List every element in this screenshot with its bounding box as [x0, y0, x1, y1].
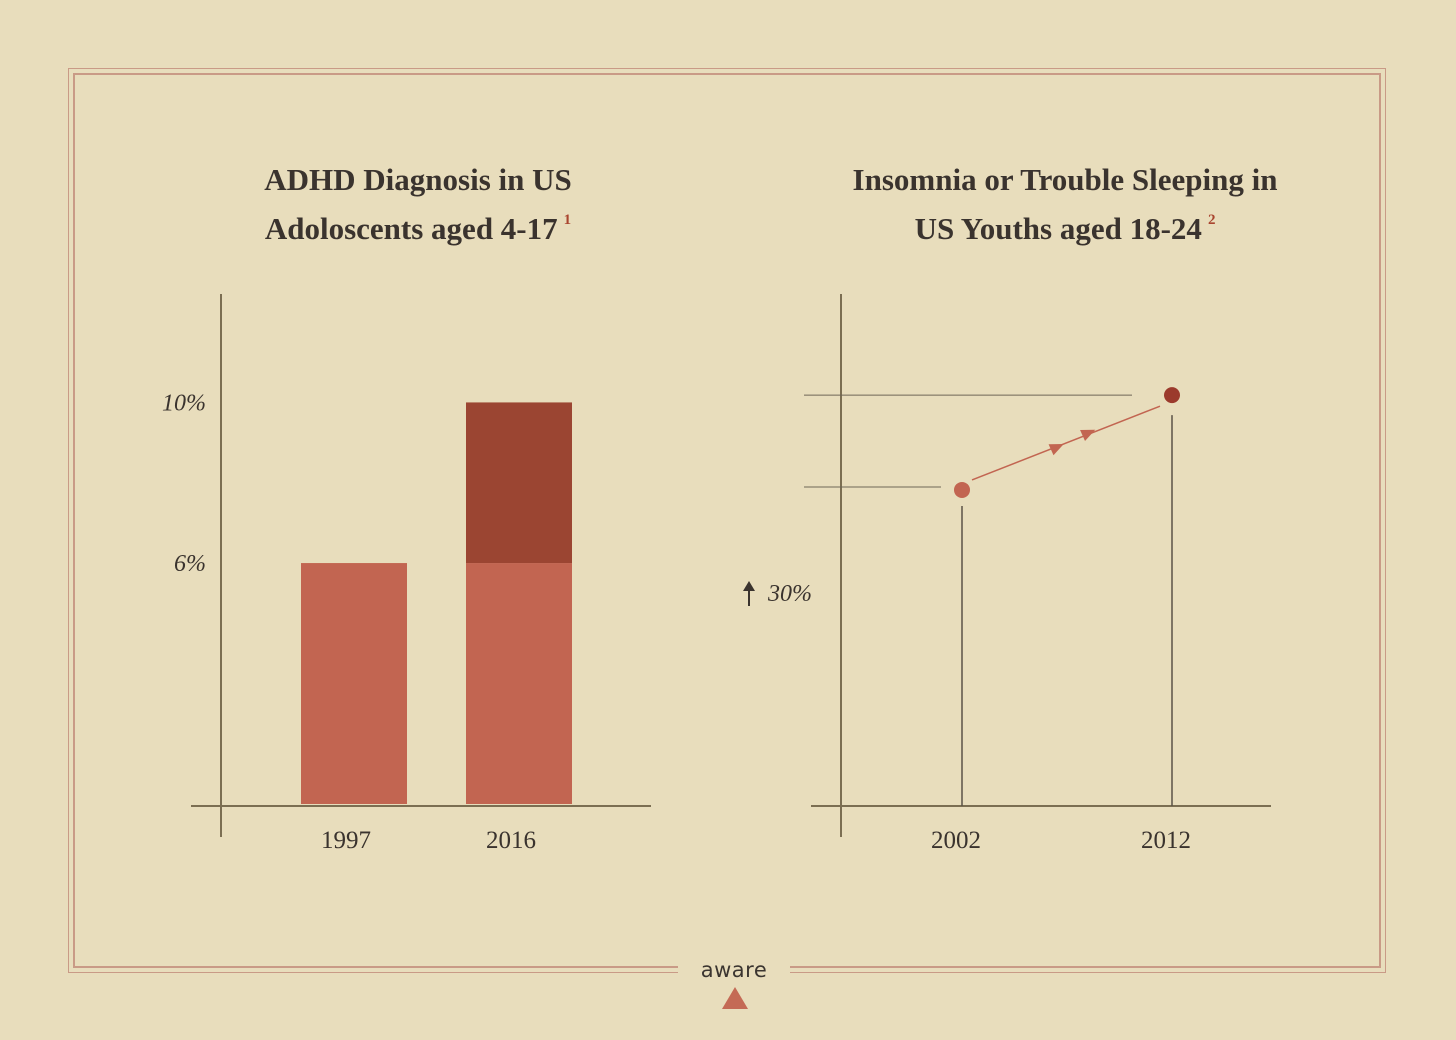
adhd-bar-base-2016 — [466, 563, 572, 804]
adhd-x-tick-label: 1997 — [321, 827, 371, 854]
adhd-chart-title: ADHD Diagnosis in US Adoloscents aged 4-… — [218, 159, 618, 249]
adhd-y-tick-label: 6% — [174, 551, 206, 577]
brand-logo-text: aware — [700, 958, 768, 982]
insomnia-trend-line — [971, 405, 1161, 481]
adhd-y-tick-label: 10% — [162, 390, 206, 416]
adhd-bar-increase-2016 — [466, 402, 572, 564]
insomnia-point-2002 — [954, 481, 970, 498]
insomnia-chart-title-text: Insomnia or Trouble Sleeping in US Youth… — [852, 162, 1278, 246]
adhd-bar-base-1997 — [301, 563, 407, 804]
adhd-chart-title-text: ADHD Diagnosis in US Adoloscents aged 4-… — [264, 162, 572, 246]
insomnia-trend-arrowhead — [1080, 429, 1096, 441]
insomnia-point-2012 — [1164, 387, 1180, 404]
adhd-x-tick-label: 2016 — [486, 827, 536, 854]
triangle-icon — [722, 987, 748, 1009]
insomnia-increase-label: 30% — [767, 581, 812, 607]
insomnia-chart-footnote: 2 — [1207, 212, 1216, 228]
insomnia-chart-title: Insomnia or Trouble Sleeping in US Youth… — [830, 159, 1300, 249]
adhd-chart-footnote: 1 — [563, 212, 572, 228]
insomnia-trend-arrowhead — [1048, 443, 1064, 456]
brand-backdrop — [678, 955, 790, 985]
arrow-up-icon-head — [743, 581, 755, 591]
insomnia-x-tick-label: 2012 — [1141, 827, 1191, 854]
insomnia-x-tick-label: 2002 — [931, 827, 981, 854]
